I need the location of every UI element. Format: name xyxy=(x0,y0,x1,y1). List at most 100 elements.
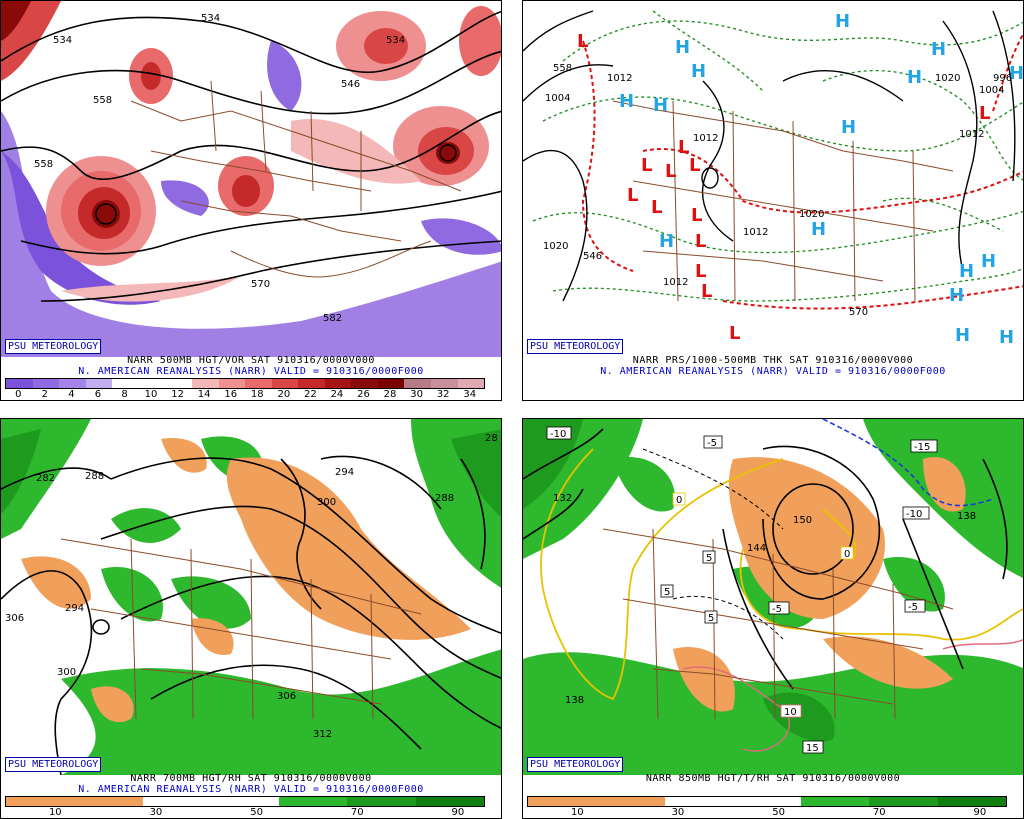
legend-tick-label: 16 xyxy=(224,389,238,400)
contour-label: 534 xyxy=(53,35,72,46)
legend-tick-label: 8 xyxy=(121,389,128,400)
high-pressure-markers: H H H H H H H H H H H H H H H H xyxy=(619,11,1024,348)
legend-swatch xyxy=(279,797,348,806)
panel-850mb-temp-rh: -10 -5 150 144 0 5 5 5 -5 -5 -10 -15 10 … xyxy=(522,418,1024,819)
color-legend xyxy=(5,796,485,807)
legend-tick-label: 18 xyxy=(250,389,264,400)
map-valid-time: N. AMERICAN REANALYSIS (NARR) VALID = 91… xyxy=(600,366,946,377)
legend-tick-label: 20 xyxy=(277,389,291,400)
psu-badge: PSU METEOROLOGY xyxy=(527,757,624,772)
legend-tick-label: 24 xyxy=(330,389,344,400)
legend-swatch xyxy=(801,797,870,806)
svg-text:150: 150 xyxy=(793,515,812,526)
legend-swatch xyxy=(245,379,272,388)
legend-swatch xyxy=(431,379,458,388)
svg-text:L: L xyxy=(627,185,638,206)
contour-label: 534 xyxy=(386,35,405,46)
svg-text:L: L xyxy=(695,261,706,282)
svg-text:-10: -10 xyxy=(906,509,922,520)
legend-swatch xyxy=(85,379,113,388)
legend-swatch xyxy=(457,379,485,388)
rh850-map: -10 -5 150 144 0 5 5 5 -5 -5 -10 -15 10 … xyxy=(523,419,1023,775)
contour-label: 306 xyxy=(5,613,24,624)
legend-ticks: 10 30 50 70 90 xyxy=(5,807,483,818)
legend-tick-label: 34 xyxy=(463,389,477,400)
map-title: NARR 850MB HGT/T/RH SAT 910316/0000V000 xyxy=(645,773,901,784)
contour-label: 570 xyxy=(849,307,868,318)
map-title: NARR 700MB HGT/RH SAT 910316/0000V000 xyxy=(130,773,372,784)
legend-swatch xyxy=(404,379,431,388)
contour-label: 1004 xyxy=(979,85,1004,96)
legend-swatch xyxy=(324,379,352,388)
legend-swatch xyxy=(74,797,143,806)
legend-swatch xyxy=(298,379,325,388)
contour-label: 288 xyxy=(85,471,104,482)
legend-tick-label: 26 xyxy=(357,389,370,400)
color-legend xyxy=(527,796,1007,807)
contour-label: 996 xyxy=(993,73,1012,84)
svg-text:15: 15 xyxy=(806,743,819,754)
legend-tick-label: 0 xyxy=(15,389,22,400)
legend-swatch xyxy=(6,379,33,388)
svg-text:-5: -5 xyxy=(707,438,717,449)
legend-tick-label: 50 xyxy=(772,807,785,818)
legend-tick-label: 30 xyxy=(410,389,423,400)
svg-text:L: L xyxy=(678,137,689,158)
legend-swatch xyxy=(732,797,802,806)
legend-swatch xyxy=(112,379,139,388)
contour-label: 1020 xyxy=(935,73,960,84)
contour-label: 294 xyxy=(335,467,354,478)
legend-tick-label: 4 xyxy=(68,389,75,400)
contour-label: 1020 xyxy=(799,209,824,220)
legend-swatch xyxy=(528,797,597,806)
contour-label: 558 xyxy=(93,95,112,106)
panel-1000-500mb-thickness: L L L L L L L L L L L L L H H H H H H H … xyxy=(522,0,1024,401)
svg-text:-5: -5 xyxy=(772,604,782,615)
svg-text:H: H xyxy=(949,285,964,306)
svg-text:5: 5 xyxy=(706,553,712,564)
svg-text:0: 0 xyxy=(676,495,682,506)
psu-badge: PSU METEOROLOGY xyxy=(527,339,624,354)
legend-tick-label: 12 xyxy=(171,389,184,400)
legend-swatch xyxy=(596,797,665,806)
legend-tick-label: 30 xyxy=(671,807,685,818)
contour-label: 138 xyxy=(565,695,584,706)
legend-swatch xyxy=(351,379,378,388)
svg-text:0: 0 xyxy=(844,549,850,560)
legend-ticks: 0 2 4 6 8 10 12 14 16 18 20 22 24 26 28 30 32 34 xyxy=(5,389,483,400)
legend-swatch xyxy=(869,797,938,806)
contour-label: 282 xyxy=(36,473,55,484)
legend-swatch xyxy=(210,797,280,806)
temperature-labels: -10 -5 150 144 0 5 5 5 -5 -5 -10 -15 10 … xyxy=(546,426,976,754)
legend-tick-label: 10 xyxy=(48,807,62,818)
legend-swatch xyxy=(377,379,405,388)
panel-700mb-rh: 282 288 294 300 306 294 300 306 312 288 … xyxy=(0,418,502,819)
svg-text:L: L xyxy=(729,323,740,344)
svg-text:H: H xyxy=(999,327,1014,348)
legend-swatch xyxy=(32,379,60,388)
svg-text:H: H xyxy=(907,67,922,88)
svg-text:L: L xyxy=(689,155,700,176)
svg-text:H: H xyxy=(835,11,850,32)
svg-text:L: L xyxy=(651,197,662,218)
svg-text:5: 5 xyxy=(664,587,670,598)
psu-badge: PSU METEOROLOGY xyxy=(5,339,102,354)
contour-label: 570 xyxy=(251,279,270,290)
contour-label: 300 xyxy=(317,497,336,508)
legend-tick-label: 28 xyxy=(383,389,397,400)
svg-text:-5: -5 xyxy=(908,602,918,613)
legend-swatch xyxy=(664,797,733,806)
legend-swatch xyxy=(271,379,299,388)
svg-text:H: H xyxy=(1009,63,1024,84)
svg-text:-10: -10 xyxy=(550,429,566,440)
contour-label: 1020 xyxy=(543,241,568,252)
svg-text:H: H xyxy=(955,325,970,346)
svg-text:L: L xyxy=(695,231,706,252)
svg-text:H: H xyxy=(653,95,668,116)
contour-label: 558 xyxy=(553,63,572,74)
map-valid-time: N. AMERICAN REANALYSIS (NARR) VALID = 91… xyxy=(78,366,424,377)
legend-tick-label: 2 xyxy=(41,389,49,400)
svg-text:L: L xyxy=(979,103,990,124)
legend-swatch xyxy=(59,379,86,388)
contour-label: 312 xyxy=(313,729,332,740)
